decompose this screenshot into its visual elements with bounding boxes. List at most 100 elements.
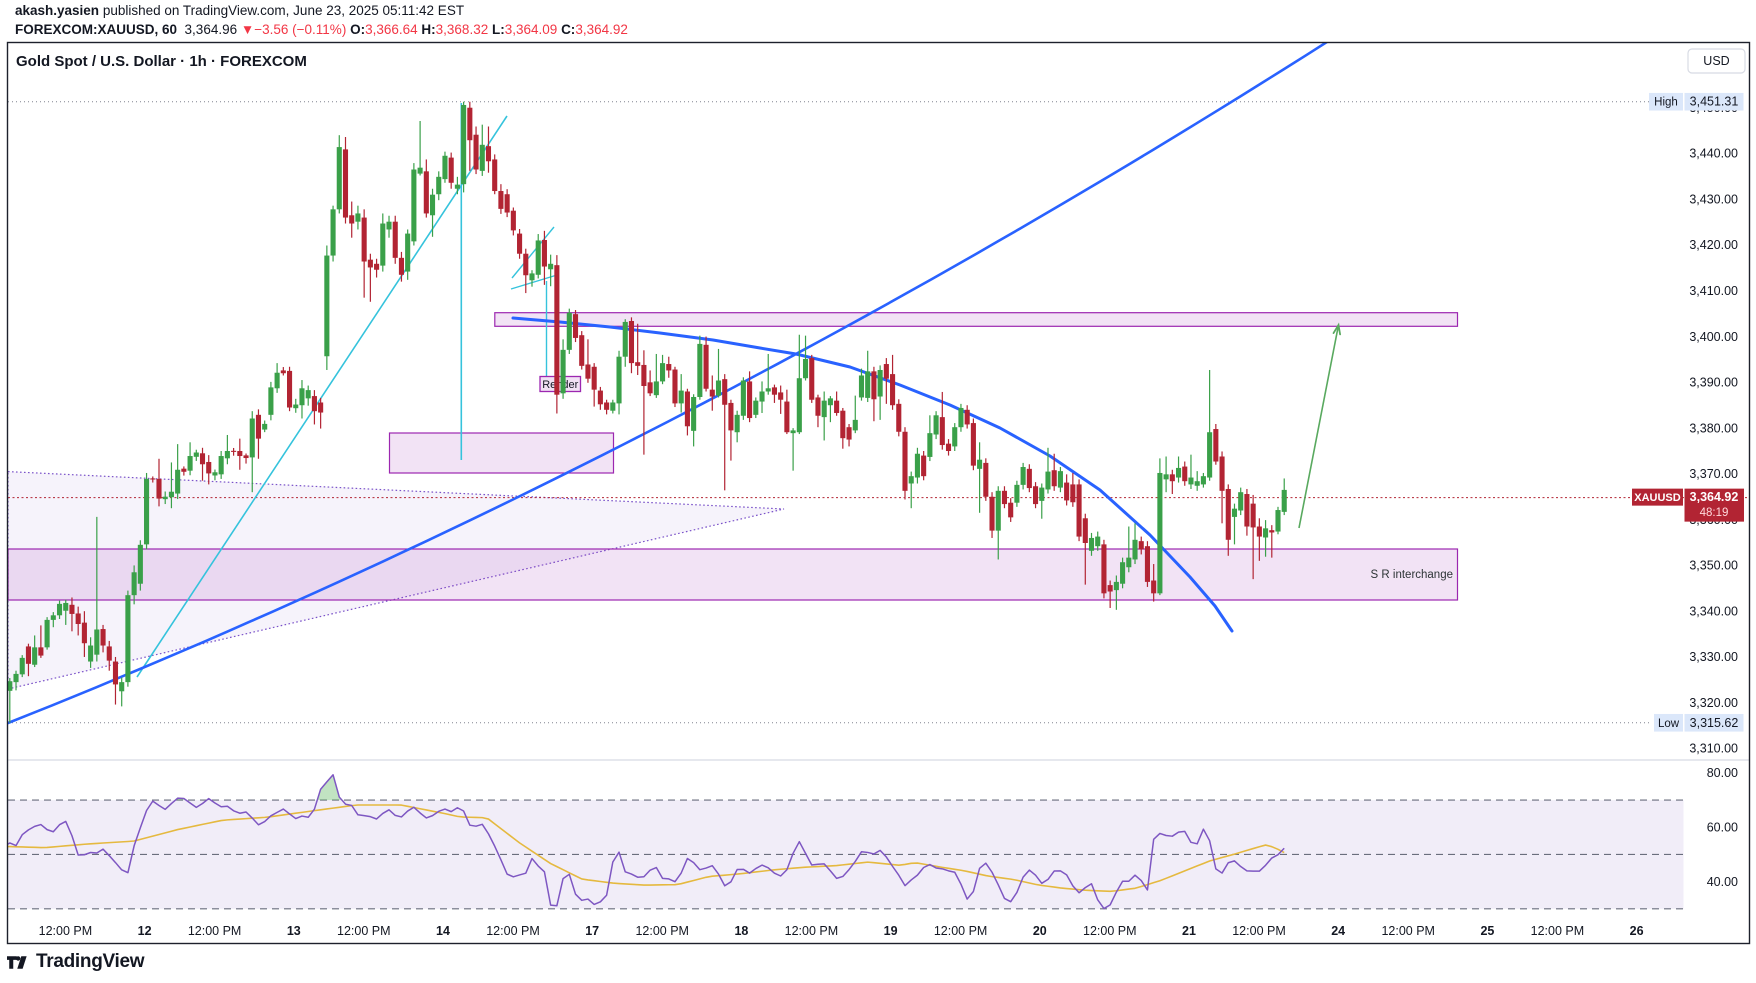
low-badge-label: Low bbox=[1658, 718, 1680, 730]
candle-body bbox=[467, 107, 473, 141]
candle-body bbox=[50, 615, 56, 620]
price-tick-label: 3,350.00 bbox=[1689, 559, 1738, 573]
candle-body bbox=[19, 657, 25, 675]
candle-body bbox=[604, 402, 610, 410]
candle-body bbox=[318, 402, 324, 413]
candle-body bbox=[193, 452, 199, 457]
down-arrow-icon: ▼ bbox=[240, 22, 255, 37]
high-badge-label: High bbox=[1654, 97, 1678, 109]
candle-body bbox=[678, 390, 684, 404]
candle-body bbox=[237, 450, 243, 457]
candle-body bbox=[405, 233, 411, 272]
candle-body bbox=[38, 647, 44, 656]
price-tick-label: 3,370.00 bbox=[1689, 467, 1738, 481]
candle-body bbox=[150, 478, 156, 480]
candle-body bbox=[367, 259, 373, 268]
candle-body bbox=[554, 265, 560, 395]
rsi-band bbox=[8, 800, 1684, 909]
candle-body bbox=[392, 221, 398, 258]
candle-body bbox=[1095, 536, 1101, 547]
candle-body bbox=[1157, 472, 1163, 594]
candle-body bbox=[1169, 474, 1175, 482]
candle-body bbox=[199, 453, 206, 465]
candle-body bbox=[1275, 510, 1281, 532]
cyan-flag-lower-line[interactable] bbox=[510, 274, 558, 290]
candle-body bbox=[243, 455, 249, 459]
green-arrow-head bbox=[1332, 322, 1341, 336]
candle-body bbox=[137, 544, 143, 584]
candle-body bbox=[448, 157, 454, 183]
candle-body bbox=[572, 314, 579, 338]
candle-body bbox=[827, 398, 833, 406]
candle-body bbox=[479, 144, 485, 171]
candle-body bbox=[492, 159, 498, 192]
low-badge-value: 3,315.62 bbox=[1690, 716, 1739, 730]
plot-area: Render S R interchange bbox=[7, 36, 1750, 910]
candle-body bbox=[921, 455, 927, 477]
green-arrow-line[interactable] bbox=[1298, 324, 1340, 529]
candle-body bbox=[865, 371, 871, 398]
candle-body bbox=[1064, 482, 1070, 501]
candle-body bbox=[809, 358, 815, 400]
candle-body bbox=[771, 387, 777, 395]
candle-body bbox=[32, 647, 38, 665]
low-name-badge bbox=[1654, 713, 1683, 732]
high-badge-value: 3,451.31 bbox=[1690, 95, 1739, 109]
candle-body bbox=[1256, 526, 1262, 537]
candle-body bbox=[709, 389, 715, 397]
candle-body bbox=[734, 414, 740, 433]
candle-body bbox=[1281, 489, 1287, 512]
candle-body bbox=[100, 629, 106, 646]
descending-blue-curve[interactable] bbox=[511, 316, 1234, 633]
candle-body bbox=[1088, 537, 1095, 551]
time-tick-label: 12:00 PM bbox=[934, 924, 988, 938]
candle-body bbox=[274, 372, 280, 389]
candle-body bbox=[1182, 466, 1188, 482]
candle-body bbox=[212, 472, 218, 476]
rsi-line bbox=[7, 774, 1285, 910]
candle-body bbox=[1175, 467, 1182, 478]
supply-zone[interactable] bbox=[494, 312, 1459, 327]
candle-body bbox=[970, 423, 976, 466]
symmetrical-triangle-drawing[interactable] bbox=[7, 470, 785, 690]
price-tick-label: 3,330.00 bbox=[1689, 650, 1738, 664]
candle-body bbox=[268, 387, 274, 415]
candle-body bbox=[790, 430, 796, 434]
currency-button[interactable] bbox=[1687, 48, 1746, 74]
candle-body bbox=[877, 369, 883, 397]
candle-body bbox=[175, 469, 181, 494]
render-label-box[interactable] bbox=[539, 375, 582, 393]
candle-body bbox=[753, 400, 759, 415]
candle-body bbox=[1051, 470, 1057, 487]
time-tick-label: 12:00 PM bbox=[188, 924, 242, 938]
candle-body bbox=[1231, 508, 1238, 517]
chart-title: Gold Spot / U.S. Dollar · 1h · FOREXCOM bbox=[16, 53, 307, 70]
candle-body bbox=[815, 397, 821, 416]
sr-band[interactable] bbox=[7, 548, 1459, 601]
candle-body bbox=[653, 381, 659, 396]
candle-body bbox=[523, 253, 529, 276]
candle-body bbox=[299, 388, 305, 406]
publish-info: published on TradingView.com, June 23, 2… bbox=[99, 3, 465, 18]
cyan-trendline[interactable] bbox=[136, 115, 508, 678]
rsi-overbought-fill bbox=[317, 774, 342, 801]
candle-body bbox=[181, 468, 187, 472]
price-tick-label: 3,310.00 bbox=[1689, 742, 1738, 756]
candle-body bbox=[231, 450, 237, 452]
demand-zone-mid[interactable] bbox=[388, 432, 615, 474]
candle-body bbox=[641, 364, 647, 387]
candle-body bbox=[1101, 544, 1107, 594]
cyan-flag-upper-line[interactable] bbox=[511, 226, 555, 279]
candle-body bbox=[280, 370, 286, 374]
tradingview-logo[interactable]: TradingView bbox=[7, 951, 145, 973]
candle-body bbox=[840, 410, 846, 439]
ascending-blue-curve[interactable] bbox=[7, 36, 1334, 725]
candle-body bbox=[579, 335, 585, 366]
time-scale[interactable]: 12:00 PM 12 12:00 PM 13 12:00 PM 14 12:00 PM 17… bbox=[39, 924, 1644, 938]
time-tick-label: 12:00 PM bbox=[1381, 924, 1435, 938]
time-tick-label: 12:00 PM bbox=[1083, 924, 1137, 938]
candle-body bbox=[560, 349, 566, 394]
price-tick-label: 3,400.00 bbox=[1689, 330, 1738, 344]
low-value: 3,364.09 bbox=[504, 22, 558, 37]
